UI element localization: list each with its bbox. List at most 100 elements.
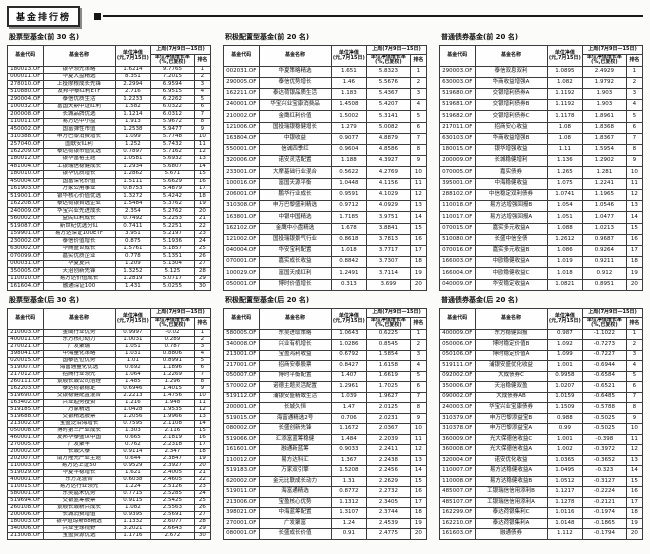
fund-code-cell: 070016.OF bbox=[439, 244, 476, 258]
fund-code-cell: 230002.OF bbox=[7, 237, 44, 246]
table-row: 000031.OF 华夏复兴 1.209 5.1304 27 bbox=[7, 259, 212, 269]
rank-cell: 26 bbox=[193, 252, 212, 261]
fund-code-cell: 162102.OF bbox=[223, 222, 260, 235]
growth-cell: 2.1108 bbox=[150, 419, 195, 428]
rank-cell: 5 bbox=[409, 370, 428, 383]
fund-code-cell: 270021.OF bbox=[7, 342, 44, 351]
nav-cell: 1.0741 bbox=[546, 188, 584, 202]
nav-cell: 1.051 bbox=[114, 342, 152, 351]
growth-cell: -0.6521 bbox=[582, 381, 627, 393]
fund-code-cell: 040004.OF bbox=[223, 244, 260, 258]
table-row: 350006.OF 天治稳健双盈 1.0207 -0.6521 6 bbox=[439, 381, 644, 393]
fund-code-cell: 450002.OF bbox=[7, 125, 44, 134]
fund-name-cell: 泰达荷银市值优选 bbox=[42, 147, 116, 157]
growth-cell: 2.2629 bbox=[366, 475, 411, 488]
growth-cell: 1.1896 bbox=[150, 363, 195, 372]
growth-cell: 1.7025 bbox=[366, 381, 411, 393]
col-header-name: 基金名称 bbox=[474, 308, 548, 330]
table-row: 162209.OF 泰达荷银市值优选 0.7897 5.7162 12 bbox=[7, 147, 212, 157]
nav-cell: 2.2213 bbox=[114, 391, 152, 400]
fund-name-cell: 工银瑞信信用添利B bbox=[474, 486, 548, 498]
fund-name-cell: 金元比联成长动力 bbox=[258, 475, 332, 488]
growth-cell: 1.0213 bbox=[582, 222, 627, 235]
rank-cell: 9 bbox=[193, 125, 212, 134]
fund-name-cell: 交银蓝筹股票 bbox=[42, 496, 116, 505]
rank-cell: 5 bbox=[625, 110, 644, 123]
nav-cell: 1.484 bbox=[330, 433, 368, 446]
col-header-name: 基金名称 bbox=[258, 45, 332, 67]
fund-name-cell: 中银中国精选 bbox=[258, 211, 332, 224]
fund-code-cell: 200002.OF bbox=[7, 447, 44, 456]
table-row: 519087.OF 新世纪优选分红 0.7411 5.2251 22 bbox=[7, 222, 212, 231]
rank-cell: 16 bbox=[409, 233, 428, 247]
growth-cell: 1.903 bbox=[582, 87, 627, 101]
rank-cell: 19 bbox=[409, 517, 428, 530]
fund-name-cell: 长城稳健增利 bbox=[474, 155, 548, 168]
rank-cell: 7 bbox=[193, 370, 212, 379]
rank-cell: 1 bbox=[193, 65, 212, 75]
fund-code-cell: 450004.OF bbox=[7, 177, 44, 187]
col-header-growth: 单位净值增长率 (%,已复权) bbox=[150, 317, 195, 330]
rank-cell: 20 bbox=[409, 278, 428, 292]
rank-cell: 23 bbox=[193, 229, 212, 239]
fund-code-cell: 161903.OF bbox=[7, 184, 44, 194]
nav-cell: 0.6946 bbox=[114, 384, 152, 393]
table-row: 340006.OF 兴业全球视野 3.2021 2.6643 29 bbox=[7, 524, 212, 533]
rank-cell: 1 bbox=[193, 328, 212, 337]
fund-code-cell: 340008.OF bbox=[223, 339, 260, 351]
table-row: 519015.OF 海富通精选2号 0.706 2.0231 9 bbox=[223, 412, 428, 425]
rank-cell: 14 bbox=[193, 162, 212, 172]
table-row: 080002.OF 长盛创新先锋 1.1672 2.0367 10 bbox=[223, 423, 428, 435]
growth-cell: -0.1865 bbox=[582, 517, 627, 530]
fund-table: 基金代码 基金名称 单位净值 (元,7月15日) 上周(7月9日—15日) 单位净值增长率… bbox=[223, 45, 428, 292]
nav-cell: 1.1192 bbox=[546, 99, 584, 112]
rank-cell: 12 bbox=[409, 188, 428, 202]
fund-code-cell: 510880.OF bbox=[7, 87, 44, 97]
growth-cell: 1.2902 bbox=[582, 155, 627, 168]
rank-cell: 12 bbox=[409, 444, 428, 456]
table-row: 163801.OF 中银中国精选 1.7185 3.9751 14 bbox=[223, 211, 428, 224]
col-header-nav: 单位净值 (元,7月15日) bbox=[114, 308, 152, 330]
fund-table: 基金代码 基金名称 单位净值 (元,7月15日) 上周(7月9日—15日) 单位净值增长率… bbox=[7, 308, 212, 541]
growth-cell: 1.6158 bbox=[366, 360, 411, 372]
table-row: 310308.OF 申万巴黎盛利精选 0.9712 4.0929 13 bbox=[223, 200, 428, 213]
table-row: 121002.OF 国投瑞银景气行业 0.8618 3.7813 16 bbox=[223, 233, 428, 247]
fund-code-cell: 200009.OF bbox=[439, 155, 476, 168]
fund-name-cell: 银华优质增长 bbox=[42, 170, 116, 179]
fund-name-cell: 海富通精选2号 bbox=[258, 412, 332, 425]
nav-cell: 1.621 bbox=[114, 468, 152, 477]
growth-cell: 5.0255 bbox=[150, 282, 195, 291]
table-row: 070099.OF 嘉实优质企业 0.778 5.1351 26 bbox=[7, 252, 212, 261]
fund-code-cell: 040009.OF bbox=[439, 278, 476, 292]
rank-cell: 15 bbox=[409, 475, 428, 488]
rank-cell: 17 bbox=[409, 244, 428, 258]
growth-cell: 1.9627 bbox=[366, 391, 411, 404]
fund-code-cell: 310378.OF bbox=[439, 423, 476, 435]
nav-cell: 0.9591 bbox=[330, 188, 368, 202]
fund-name-cell: 上投摩根成长先锋 bbox=[42, 80, 116, 89]
growth-cell: 1.0546 bbox=[582, 200, 627, 213]
fund-name-cell: 银华道琼斯88精选 bbox=[42, 517, 116, 526]
rank-cell: 3 bbox=[409, 87, 428, 101]
fund-name-cell: 融通新蓝筹 bbox=[258, 444, 332, 456]
rank-cell: 10 bbox=[625, 166, 644, 179]
fund-name-cell: 长盛成长价值 bbox=[258, 528, 332, 540]
fund-name-cell: 大摩基础行业混合 bbox=[258, 166, 332, 179]
fund-name-cell: 融通深证100 bbox=[42, 282, 116, 291]
table-row: 100029.OF 富国天成红利 1.2491 3.7114 19 bbox=[223, 267, 428, 280]
table-row: 519185.OF 万家精选 1.0428 1.9535 12 bbox=[7, 405, 212, 414]
table-row: 121006.OF 国投瑞银稳健增长 1.279 5.0082 6 bbox=[223, 121, 428, 134]
rank-cell: 6 bbox=[625, 121, 644, 134]
rank-cell: 21 bbox=[193, 214, 212, 224]
nav-cell: 1.3272 bbox=[114, 192, 152, 201]
fund-name-cell: 天治稳健双盈 bbox=[474, 381, 548, 393]
growth-cell: 1.5854 bbox=[366, 349, 411, 362]
col-header-code: 基金代码 bbox=[223, 45, 260, 67]
col-header-nav: 单位净值 (元,7月15日) bbox=[546, 308, 584, 330]
fund-name-cell: 万家精选 bbox=[42, 405, 116, 414]
fund-name-cell: 益民红利成长 bbox=[42, 214, 116, 224]
rank-cell: 13 bbox=[409, 454, 428, 467]
table-row: 288102.OF 中信稳定双利债券 1.0741 1.1965 12 bbox=[439, 188, 644, 202]
rank-cell: 1 bbox=[409, 328, 428, 340]
rank-cell: 5 bbox=[409, 110, 428, 123]
